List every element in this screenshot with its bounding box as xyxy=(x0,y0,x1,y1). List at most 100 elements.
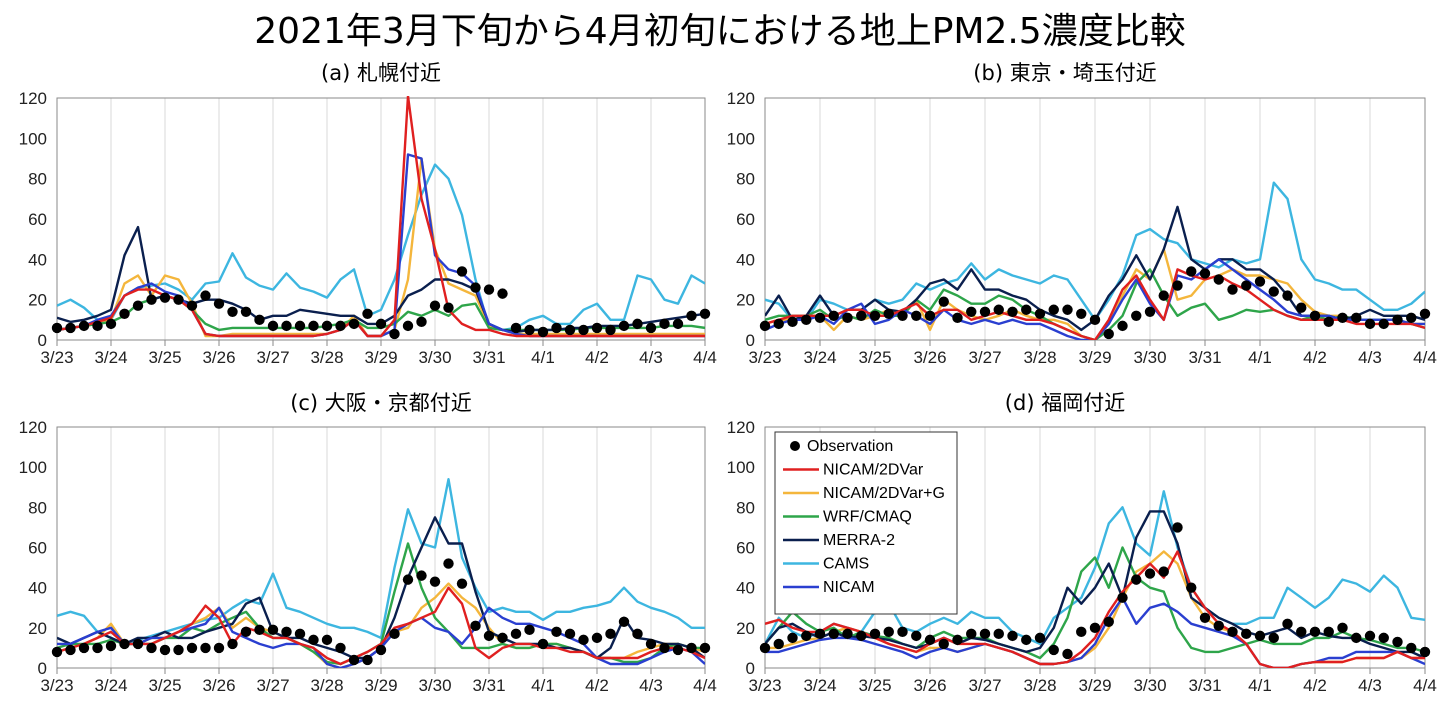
observation-point xyxy=(759,642,771,654)
x-tick-label: 3/24 xyxy=(94,676,127,695)
observation-point xyxy=(1406,312,1417,324)
observation-point xyxy=(1007,306,1018,317)
observation-point xyxy=(105,640,117,652)
observation-point xyxy=(456,266,468,277)
observation-point xyxy=(402,574,414,585)
x-tick-label: 3/28 xyxy=(1023,676,1056,695)
x-tick-label: 3/23 xyxy=(748,348,781,367)
observation-point xyxy=(869,310,881,321)
observation-point xyxy=(1021,304,1032,315)
observation-point xyxy=(618,616,630,628)
observation-point xyxy=(645,322,657,334)
observation-point xyxy=(1172,522,1183,533)
x-tick-label: 4/3 xyxy=(1358,676,1382,695)
observation-point xyxy=(828,628,839,640)
y-tick-label: 80 xyxy=(28,170,47,189)
observation-point xyxy=(429,576,441,587)
observation-point xyxy=(294,320,306,332)
observation-point xyxy=(483,284,495,295)
observation-point xyxy=(1213,274,1224,285)
observation-point xyxy=(1172,280,1183,291)
x-tick-label: 3/23 xyxy=(40,676,73,695)
observation-point xyxy=(1392,314,1403,326)
observation-point xyxy=(159,292,171,303)
y-tick-label: 0 xyxy=(746,331,755,350)
legend-label: NICAM/2DVar xyxy=(823,462,924,479)
observation-point xyxy=(869,628,881,640)
x-tick-label: 3/29 xyxy=(364,348,397,367)
observation-point xyxy=(993,628,1004,640)
observation-point xyxy=(1254,630,1266,642)
y-tick-label: 0 xyxy=(38,659,47,678)
observation-point xyxy=(254,314,265,326)
x-tick-label: 3/29 xyxy=(364,676,397,695)
x-tick-label: 4/4 xyxy=(1413,348,1437,367)
x-tick-label: 3/29 xyxy=(1078,676,1111,695)
x-tick-label: 3/27 xyxy=(968,676,1001,695)
observation-point xyxy=(883,308,894,319)
observation-point xyxy=(1364,630,1376,642)
observation-point xyxy=(1021,634,1032,646)
x-tick-label: 3/26 xyxy=(913,348,946,367)
observation-point xyxy=(1007,630,1018,642)
observation-point xyxy=(924,310,936,321)
observation-point xyxy=(1144,306,1156,317)
observation-point xyxy=(78,642,90,654)
x-tick-label: 3/27 xyxy=(968,348,1001,367)
observation-point xyxy=(1089,622,1101,634)
observation-point xyxy=(759,320,771,332)
observation-point xyxy=(200,642,211,654)
observation-point xyxy=(524,624,535,636)
x-tick-label: 3/28 xyxy=(1023,348,1056,367)
observation-point xyxy=(335,320,346,332)
observation-point xyxy=(1241,280,1252,291)
observation-point xyxy=(78,320,90,332)
observation-point xyxy=(1117,592,1128,603)
observation-point xyxy=(1062,648,1073,660)
observation-point xyxy=(773,318,784,330)
observation-point xyxy=(470,282,481,293)
observation-point xyxy=(564,628,576,640)
panel-title: (d) 福岡付近 xyxy=(1005,391,1125,415)
observation-point xyxy=(672,644,684,656)
observation-point xyxy=(308,320,319,332)
observation-point xyxy=(605,628,616,640)
observation-point xyxy=(362,308,373,319)
x-tick-label: 4/1 xyxy=(531,676,555,695)
observation-point xyxy=(321,634,333,646)
y-tick-label: 20 xyxy=(736,619,755,638)
observation-point xyxy=(966,628,977,640)
observation-point xyxy=(842,628,853,640)
x-tick-label: 3/24 xyxy=(803,348,836,367)
observation-point xyxy=(537,326,549,338)
x-tick-label: 4/3 xyxy=(639,348,663,367)
observation-point xyxy=(564,324,576,336)
y-tick-label: 100 xyxy=(19,458,47,477)
observation-point xyxy=(591,322,603,334)
chart-panel-c: 0 20 40 60 80 100 120 3/23 3/24 3/25 3/26 3/27 3/28 3… xyxy=(19,391,717,695)
observation-point xyxy=(1158,290,1169,301)
observation-point xyxy=(952,634,963,646)
observation-point xyxy=(1048,304,1059,315)
observation-point xyxy=(470,620,481,632)
observation-point xyxy=(510,628,522,640)
observation-point xyxy=(659,642,670,654)
y-tick-label: 20 xyxy=(28,291,47,310)
observation-point xyxy=(686,642,697,654)
observation-point xyxy=(1337,312,1348,324)
observation-point xyxy=(1076,308,1087,319)
observation-point xyxy=(578,634,589,646)
chart-panel-d: 0 20 40 60 80 100 120 3/23 3/24 3/25 3/26 3/27 3/28 3… xyxy=(727,391,1437,695)
observation-point xyxy=(1186,266,1197,277)
observation-point xyxy=(281,626,292,638)
x-tick-label: 4/1 xyxy=(1248,348,1272,367)
observation-point xyxy=(119,638,130,650)
observation-point xyxy=(699,642,711,654)
observation-point xyxy=(1158,566,1169,577)
observation-point xyxy=(1296,302,1307,313)
legend: Observation NICAM/2DVar NICAM/2DVar+G WRF/C… xyxy=(774,431,958,615)
legend-label: NICAM/2DVar+G xyxy=(823,485,945,502)
observation-point xyxy=(856,630,867,642)
observation-point xyxy=(842,312,853,324)
observation-point xyxy=(105,318,117,330)
